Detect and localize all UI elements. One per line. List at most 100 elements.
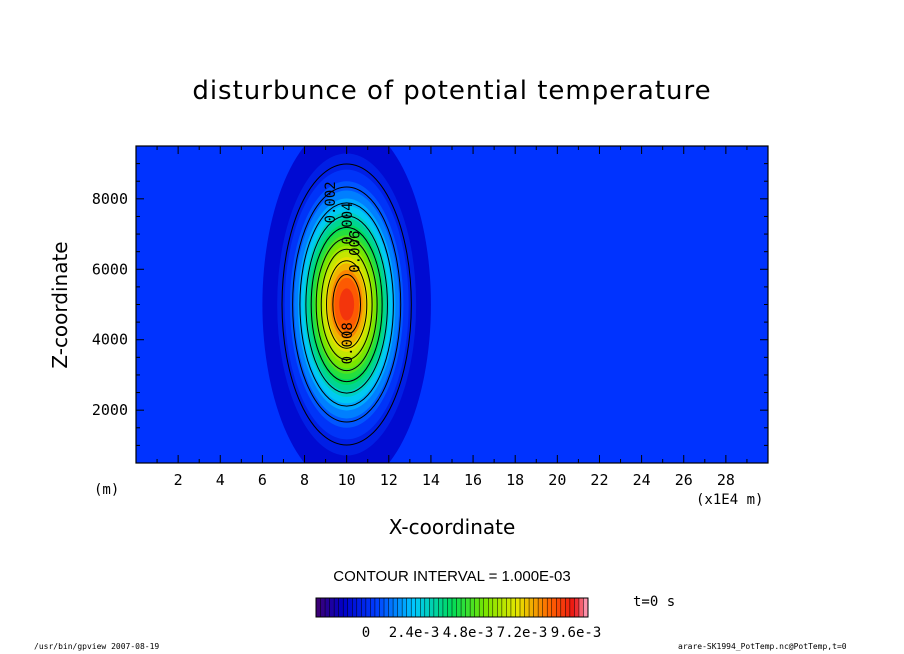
colorbar-cell [347, 598, 353, 617]
colorbar-label: 4.8e-3 [443, 625, 494, 641]
shade-band [262, 146, 431, 463]
contour-label: 0.006 [347, 231, 363, 273]
shade-band [277, 153, 417, 456]
x-tick-label: 6 [258, 471, 267, 489]
x-tick-label: 26 [675, 471, 693, 489]
footer-program-date: /usr/bin/gpview 2007-08-19 [34, 642, 160, 651]
colorbar-cell [325, 598, 330, 617]
x-axis-unit: (x1E4 m) [696, 492, 764, 508]
contour-line [292, 186, 402, 423]
x-tick-label: 2 [174, 471, 183, 489]
colorbar-cell [461, 598, 466, 617]
colorbar-cell [316, 598, 321, 617]
shade-band [327, 263, 366, 346]
colorbar-cell [447, 598, 453, 617]
contour-line [315, 237, 378, 372]
colorbar-cell [393, 598, 398, 617]
shade-band [297, 198, 396, 411]
colorbar-cell [411, 598, 417, 617]
colorbar-cell [565, 598, 571, 617]
colorbar-cell [520, 598, 525, 617]
shade-band [304, 212, 390, 397]
contour-line [332, 273, 361, 336]
colorbar-cell [538, 598, 544, 617]
colorbar-cell [365, 598, 371, 617]
colorbar-cell [470, 598, 476, 617]
colorbar-label: 9.6e-3 [551, 625, 602, 641]
colorbar-cell [569, 598, 575, 617]
colorbar-cell [320, 598, 326, 617]
plot-background [136, 146, 768, 463]
colorbar-cell [465, 598, 471, 617]
shade-band [322, 251, 372, 358]
colorbar-cell [492, 598, 498, 617]
colorbar-label: 7.2e-3 [497, 625, 548, 641]
y-tick-label: 8000 [92, 190, 128, 208]
contour-line [310, 226, 383, 383]
colorbar-frame [315, 597, 589, 618]
contour-line [326, 260, 368, 349]
x-tick-label: 24 [633, 471, 651, 489]
colorbar-cell [547, 598, 553, 617]
shade-band [284, 169, 409, 440]
contour-label: 0.002 [323, 181, 339, 223]
contour-label: 0.004 [340, 202, 356, 244]
colorbar-cell [533, 598, 539, 617]
colorbar-cell [438, 598, 444, 617]
colorbar-cell [442, 598, 448, 617]
shade-band [319, 245, 374, 364]
shade-band [312, 229, 382, 380]
colorbar-cell [415, 598, 421, 617]
colorbar-cell [379, 598, 385, 617]
contour-label: 0.008 [340, 322, 356, 364]
shade-band [289, 181, 404, 428]
contour-layer [281, 163, 412, 446]
x-tick-label: 28 [717, 471, 735, 489]
colorbar-cell [474, 598, 480, 617]
colorbar-label: 0 [362, 625, 370, 641]
shade-band [330, 269, 363, 340]
x-tick-label: 12 [380, 471, 398, 489]
colorbar-cell [338, 598, 344, 617]
colorbar-cell [420, 598, 426, 617]
colorbar-cell [483, 598, 489, 617]
colorbar-cell [402, 598, 408, 617]
colorbar-cell [488, 598, 494, 617]
colorbar-cell [497, 598, 503, 617]
colorbar: 0 2.4e-3 4.8e-3 7.2e-3 9.6e-3 [315, 597, 602, 641]
colorbar-cell [574, 598, 580, 617]
colorbar-cell [515, 598, 521, 617]
shade-band [334, 277, 359, 332]
colorbar-cell [343, 598, 349, 617]
colorbar-cell [384, 598, 389, 617]
contour-line [320, 248, 373, 361]
contour-interval-label: CONTOUR INTERVAL = 1.000E-03 [333, 568, 571, 585]
shade-band [294, 190, 400, 419]
y-axis-unit: (m) [94, 482, 120, 498]
colorbar-cell [501, 598, 507, 617]
colorbar-cell [361, 598, 367, 617]
x-tick-label: 22 [590, 471, 608, 489]
colorbar-cell [578, 598, 584, 617]
colorbar-cell [542, 598, 548, 617]
shade-band [306, 218, 387, 391]
shade-band [339, 288, 355, 321]
colorbar-cell [479, 598, 485, 617]
contour-line [305, 215, 388, 394]
colorbar-cell [370, 598, 376, 617]
colorbar-cell [352, 598, 358, 617]
colorbar-cell [374, 598, 380, 617]
x-tick-label: 10 [338, 471, 356, 489]
shade-band [314, 235, 379, 374]
colorbar-cell [560, 598, 566, 617]
colorbar-cell [583, 598, 589, 617]
chart-title: disturbunce of potential temperature [192, 76, 712, 106]
colorbar-cell [429, 598, 435, 617]
colorbar-cell [510, 598, 516, 617]
shade-band [324, 257, 369, 352]
y-axis-label: Z-coordinate [48, 241, 72, 369]
x-tick-label: 18 [506, 471, 524, 489]
colorbar-label: 2.4e-3 [389, 625, 440, 641]
colorbar-cell [529, 598, 534, 617]
